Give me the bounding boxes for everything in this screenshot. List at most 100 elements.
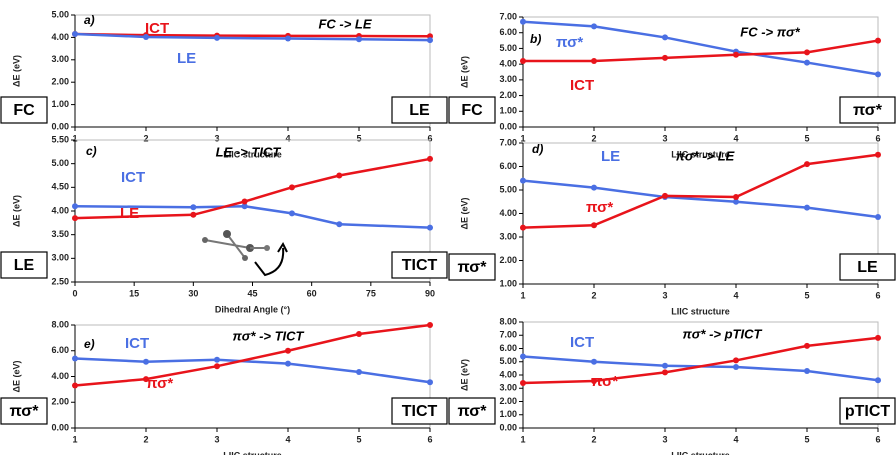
x-tick-label: 4 bbox=[733, 434, 738, 444]
point bbox=[72, 383, 78, 389]
y-axis-label: ΔE (eV) bbox=[459, 56, 469, 88]
y-tick-label: 4.00 bbox=[51, 371, 69, 381]
point bbox=[289, 210, 295, 216]
point bbox=[427, 156, 433, 162]
y-tick-label: 0.00 bbox=[499, 121, 517, 131]
y-tick-label: 1.00 bbox=[499, 278, 517, 288]
series-label: LE bbox=[601, 148, 620, 165]
point bbox=[242, 199, 248, 205]
x-tick-label: 1 bbox=[72, 434, 77, 444]
point bbox=[190, 204, 196, 210]
y-tick-label: 3.00 bbox=[51, 54, 69, 64]
panel-label: c) bbox=[86, 144, 97, 158]
point bbox=[733, 52, 739, 58]
y-tick-label: 2.00 bbox=[51, 77, 69, 87]
point bbox=[875, 38, 881, 44]
point bbox=[214, 35, 220, 41]
y-tick-label: 2.00 bbox=[499, 255, 517, 265]
x-tick-label: 6 bbox=[427, 434, 432, 444]
x-axis-label: LIIC structure bbox=[223, 450, 282, 455]
y-tick-label: 4.00 bbox=[499, 369, 517, 379]
x-tick-label: 3 bbox=[662, 290, 667, 300]
point bbox=[520, 353, 526, 359]
x-tick-label: 75 bbox=[366, 288, 376, 298]
x-tick-label: 5 bbox=[804, 434, 809, 444]
y-tick-label: 5.00 bbox=[499, 184, 517, 194]
x-tick-label: 5 bbox=[804, 290, 809, 300]
x-axis-label: LIIC structure bbox=[671, 306, 730, 316]
y-tick-label: 2.00 bbox=[499, 396, 517, 406]
y-tick-label: 2.50 bbox=[51, 276, 69, 286]
point bbox=[804, 343, 810, 349]
point bbox=[336, 173, 342, 179]
x-tick-label: 6 bbox=[875, 133, 880, 143]
y-tick-label: 6.00 bbox=[499, 343, 517, 353]
x-tick-label: 2 bbox=[591, 290, 596, 300]
y-tick-label: 7.00 bbox=[499, 330, 517, 340]
series-label: ICT bbox=[570, 334, 594, 351]
x-tick-label: 1 bbox=[520, 290, 525, 300]
series-line bbox=[523, 155, 878, 228]
molecule-sketch bbox=[202, 230, 287, 275]
panel-title: πσ* -> pTICT bbox=[683, 326, 763, 341]
x-tick-label: 2 bbox=[591, 434, 596, 444]
panel: 1.002.003.004.005.006.007.00123456LIIC s… bbox=[449, 137, 895, 316]
point bbox=[427, 322, 433, 328]
y-tick-label: 4.50 bbox=[51, 182, 69, 192]
series-label: LE bbox=[177, 50, 196, 67]
panel: 2.503.003.504.004.505.005.50015304560759… bbox=[1, 134, 447, 314]
point bbox=[289, 184, 295, 190]
y-tick-label: 5.00 bbox=[499, 356, 517, 366]
y-tick-label: 3.00 bbox=[499, 383, 517, 393]
y-tick-label: 4.00 bbox=[499, 208, 517, 218]
y-axis-label: ΔE (eV) bbox=[459, 198, 469, 230]
point bbox=[875, 71, 881, 77]
point bbox=[356, 369, 362, 375]
state-box-label: TICT bbox=[402, 257, 438, 274]
x-tick-label: 6 bbox=[875, 434, 880, 444]
x-axis-label: Dihedral Angle (°) bbox=[215, 304, 290, 314]
point bbox=[662, 363, 668, 369]
series-label: ICT bbox=[125, 335, 149, 352]
state-box-label: LE bbox=[14, 257, 35, 274]
point bbox=[733, 357, 739, 363]
x-tick-label: 5 bbox=[356, 434, 361, 444]
point bbox=[591, 23, 597, 29]
x-tick-label: 15 bbox=[129, 288, 139, 298]
x-tick-label: 3 bbox=[662, 434, 667, 444]
x-tick-label: 3 bbox=[214, 133, 219, 143]
state-box-label: πσ* bbox=[458, 259, 488, 276]
x-tick-label: 90 bbox=[425, 288, 435, 298]
x-tick-label: 1 bbox=[520, 434, 525, 444]
y-tick-label: 5.50 bbox=[51, 134, 69, 144]
point bbox=[356, 331, 362, 337]
point bbox=[143, 359, 149, 365]
y-tick-label: 3.00 bbox=[499, 231, 517, 241]
point bbox=[591, 359, 597, 365]
y-tick-label: 5.00 bbox=[51, 158, 69, 168]
panel-title: FC -> πσ* bbox=[740, 24, 800, 39]
y-tick-label: 4.00 bbox=[51, 205, 69, 215]
x-tick-label: 4 bbox=[285, 434, 290, 444]
panel-label: e) bbox=[84, 337, 95, 351]
point bbox=[804, 368, 810, 374]
point bbox=[662, 34, 668, 40]
state-box-label: pTICT bbox=[845, 403, 891, 420]
point bbox=[427, 37, 433, 43]
y-tick-label: 5.00 bbox=[499, 43, 517, 53]
point bbox=[591, 222, 597, 228]
y-axis-label: ΔE (eV) bbox=[11, 55, 21, 87]
state-box-label: πσ* bbox=[10, 403, 40, 420]
series-line bbox=[523, 356, 878, 380]
y-tick-label: 5.00 bbox=[51, 9, 69, 19]
x-tick-label: 0 bbox=[72, 288, 77, 298]
point bbox=[804, 60, 810, 66]
x-tick-label: 4 bbox=[733, 133, 738, 143]
point bbox=[285, 361, 291, 367]
y-tick-label: 2.00 bbox=[51, 397, 69, 407]
point bbox=[804, 205, 810, 211]
y-axis-label: ΔE (eV) bbox=[459, 359, 469, 391]
state-box-label: FC bbox=[461, 102, 483, 119]
x-axis-label: LIIC structure bbox=[671, 450, 730, 455]
